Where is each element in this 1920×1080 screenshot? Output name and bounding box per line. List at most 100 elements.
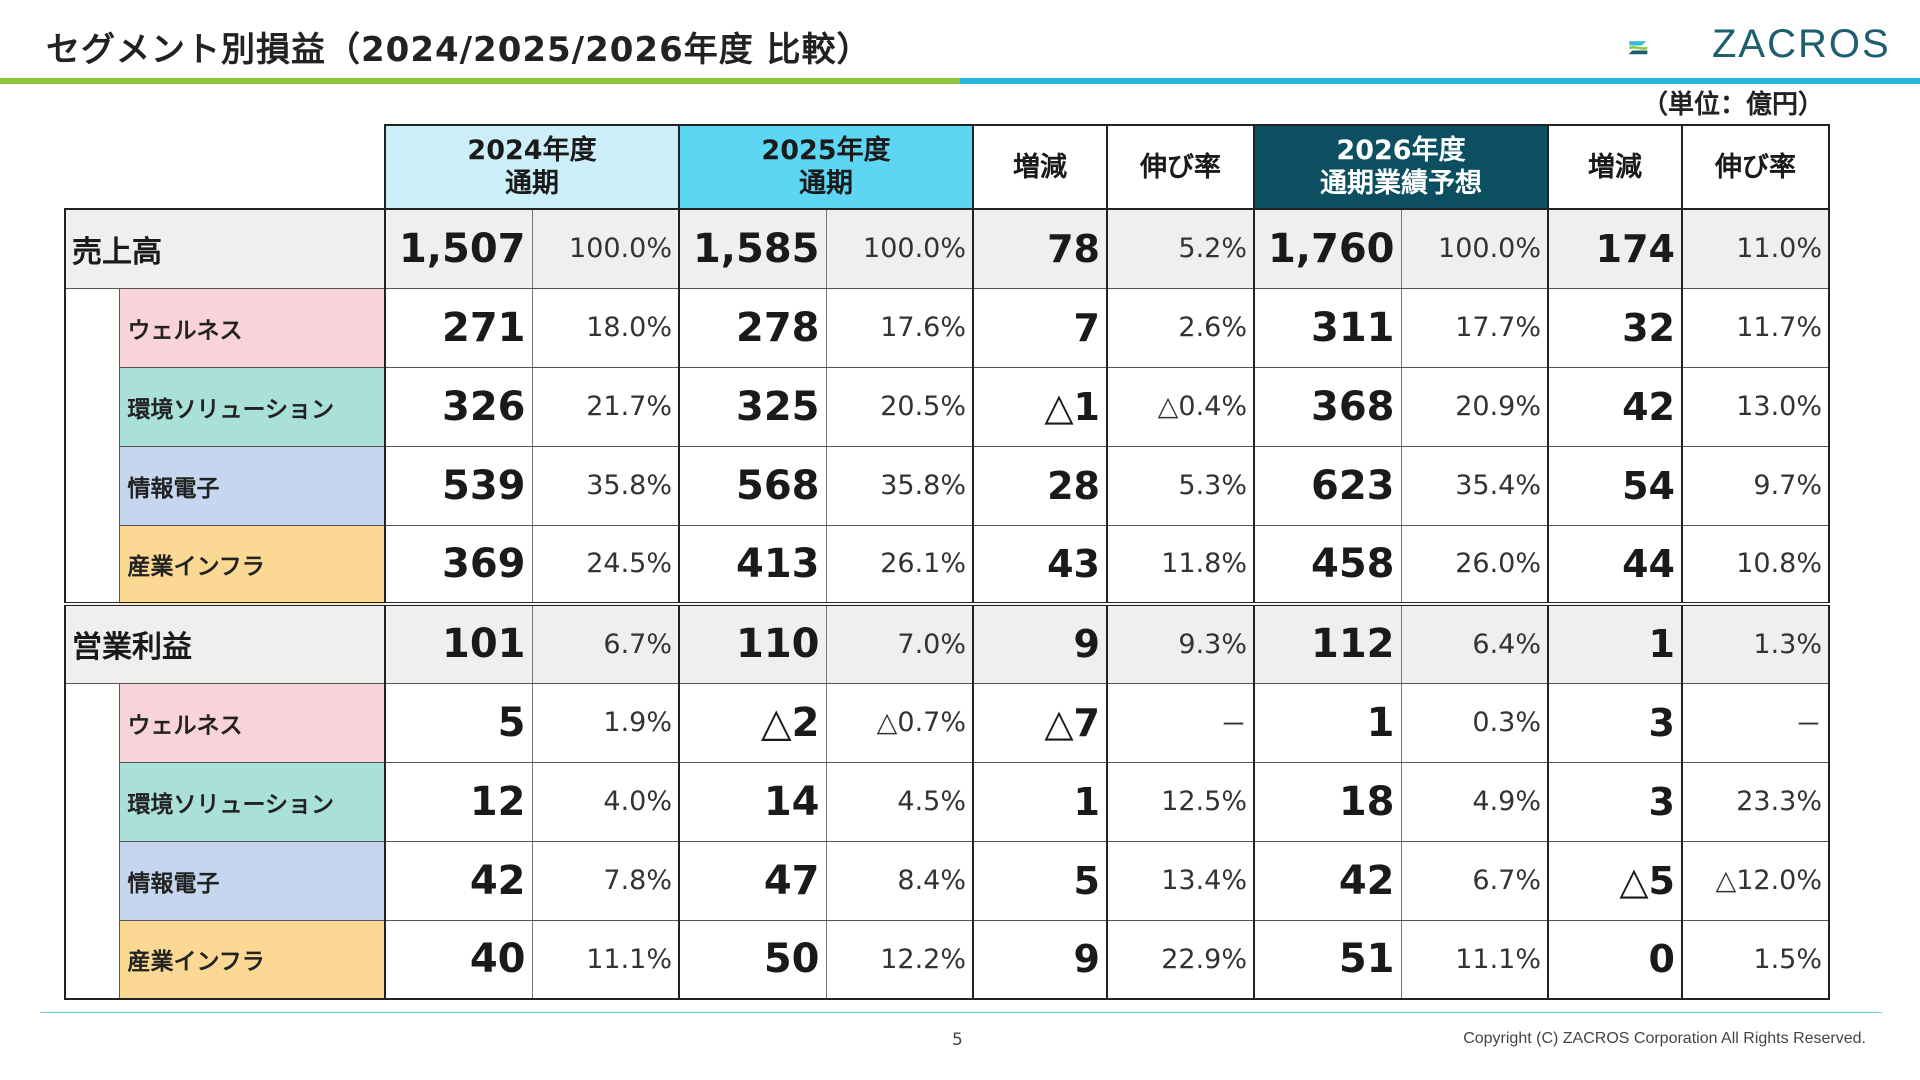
slide-title: セグメント別損益（2024/2025/2026年度 比較） xyxy=(46,30,872,70)
table-cell: 11.1% xyxy=(531,919,680,1000)
table-row: 情報電子 42 7.8% 47 8.4% 5 13.4% 42 6.7% △5 △12.0% xyxy=(64,840,1830,921)
indent-cell xyxy=(64,288,119,367)
table-cell: 11.0% xyxy=(1681,208,1830,289)
table-cell: 9.7% xyxy=(1681,445,1830,526)
segment-label-info-electronics: 情報電子 xyxy=(118,840,385,921)
table-cell: 1,507 xyxy=(384,208,533,289)
segment-table: 2024年度 通期 2025年度 通期 増減 伸び率 2026年度 通期業績予想… xyxy=(64,124,1830,1000)
table-cell: － xyxy=(1106,682,1255,763)
table-cell: 6.4% xyxy=(1400,602,1549,684)
sales-label: 売上高 xyxy=(64,208,385,289)
copyright: Copyright (C) ZACROS Corporation All Rig… xyxy=(1463,1030,1866,1047)
table-row: ウェルネス 5 1.9% △2 △0.7% △7 － 1 0.3% 3 － xyxy=(64,682,1830,763)
table-cell: 7.8% xyxy=(531,840,680,921)
table-cell: △2 xyxy=(678,682,827,763)
table-cell: 23.3% xyxy=(1681,761,1830,842)
table-row: 産業インフラ 369 24.5% 413 26.1% 43 11.8% 458 26.0% 44 1… xyxy=(64,524,1830,605)
table-cell: 13.4% xyxy=(1106,840,1255,921)
header-rate-2: 伸び率 xyxy=(1681,124,1830,210)
table-cell: 11.1% xyxy=(1400,919,1549,1000)
table-cell: 369 xyxy=(384,524,533,605)
indent-cell xyxy=(64,367,119,446)
header-blank xyxy=(65,125,385,209)
table-cell: 568 xyxy=(678,445,827,526)
table-cell: 20.5% xyxy=(825,366,974,447)
table-cell: 1.9% xyxy=(531,682,680,763)
table-cell: 1,760 xyxy=(1253,208,1402,289)
segment-label-wellness: ウェルネス xyxy=(118,287,385,368)
table-cell: 18.0% xyxy=(531,287,680,368)
table-cell: 100.0% xyxy=(531,208,680,289)
table-cell: 40 xyxy=(384,919,533,1000)
indent-cell xyxy=(64,683,119,762)
table-cell: 539 xyxy=(384,445,533,526)
table-cell: 1,585 xyxy=(678,208,827,289)
table-cell: 4.5% xyxy=(825,761,974,842)
table-cell: 13.0% xyxy=(1681,366,1830,447)
header-2024: 2024年度 通期 xyxy=(384,124,680,210)
profit-total-row: 営業利益 101 6.7% 110 7.0% 9 9.3% 112 6.4% 1 1.3% xyxy=(64,602,1830,684)
table-cell: 4.0% xyxy=(531,761,680,842)
table-cell: 42 xyxy=(384,840,533,921)
title-divider-blue xyxy=(960,78,1920,84)
table-cell: △1 xyxy=(972,366,1108,447)
table-cell: 174 xyxy=(1547,208,1683,289)
table-cell: 1.3% xyxy=(1681,602,1830,684)
header-diff-2: 増減 xyxy=(1547,124,1683,210)
table-cell: 1 xyxy=(1547,602,1683,684)
table-cell: 42 xyxy=(1547,366,1683,447)
sales-total-row: 売上高 1,507 100.0% 1,585 100.0% 78 5.2% 1,760 100.… xyxy=(64,208,1830,289)
table-cell: 14 xyxy=(678,761,827,842)
table-cell: 112 xyxy=(1253,602,1402,684)
title-divider-green xyxy=(0,78,960,84)
table-cell: 3 xyxy=(1547,761,1683,842)
table-cell: 2.6% xyxy=(1106,287,1255,368)
table-cell: － xyxy=(1681,682,1830,763)
table-cell: △5 xyxy=(1547,840,1683,921)
table-cell: 100.0% xyxy=(825,208,974,289)
table-cell: 458 xyxy=(1253,524,1402,605)
table-cell: 101 xyxy=(384,602,533,684)
table-cell: 51 xyxy=(1253,919,1402,1000)
table-cell: 623 xyxy=(1253,445,1402,526)
table-cell: 278 xyxy=(678,287,827,368)
table-row: 産業インフラ 40 11.1% 50 12.2% 9 22.9% 51 11.1% 0 1.5% xyxy=(64,919,1830,1000)
table-cell: 28 xyxy=(972,445,1108,526)
segment-label-environment: 環境ソリューション xyxy=(118,761,385,842)
table-cell: 26.0% xyxy=(1400,524,1549,605)
header-2025: 2025年度 通期 xyxy=(678,124,974,210)
page-number: 5 xyxy=(952,1030,963,1050)
table-cell: 271 xyxy=(384,287,533,368)
table-cell: 44 xyxy=(1547,524,1683,605)
table-cell: 42 xyxy=(1253,840,1402,921)
table-cell: 9 xyxy=(972,602,1108,684)
table-cell: 413 xyxy=(678,524,827,605)
zacros-logo-icon xyxy=(1628,41,1648,55)
header-2026: 2026年度 通期業績予想 xyxy=(1253,124,1549,210)
table-cell: 5 xyxy=(972,840,1108,921)
table-cell: 1 xyxy=(972,761,1108,842)
indent-cell xyxy=(64,920,119,1000)
indent-cell xyxy=(64,446,119,525)
table-cell: 8.4% xyxy=(825,840,974,921)
segment-label-industrial-infra: 産業インフラ xyxy=(118,919,385,1000)
table-cell: 326 xyxy=(384,366,533,447)
header-rate: 伸び率 xyxy=(1106,124,1255,210)
table-cell: 3 xyxy=(1547,682,1683,763)
table-cell: 32 xyxy=(1547,287,1683,368)
table-cell: 35.4% xyxy=(1400,445,1549,526)
table-cell: 1 xyxy=(1253,682,1402,763)
table-cell: 11.8% xyxy=(1106,524,1255,605)
table-cell: 35.8% xyxy=(825,445,974,526)
table-row: 情報電子 539 35.8% 568 35.8% 28 5.3% 623 35.4% 54 9.7% xyxy=(64,445,1830,526)
indent-cell xyxy=(64,525,119,605)
table-cell: 47 xyxy=(678,840,827,921)
table-cell: 5.3% xyxy=(1106,445,1255,526)
table-cell: 6.7% xyxy=(1400,840,1549,921)
table-cell: 0 xyxy=(1547,919,1683,1000)
segment-label-industrial-infra: 産業インフラ xyxy=(118,524,385,605)
table-row: ウェルネス 271 18.0% 278 17.6% 7 2.6% 311 17.7% 32 11.7… xyxy=(64,287,1830,368)
footer-divider xyxy=(40,1012,1882,1013)
table-cell: 20.9% xyxy=(1400,366,1549,447)
table-cell: 7.0% xyxy=(825,602,974,684)
